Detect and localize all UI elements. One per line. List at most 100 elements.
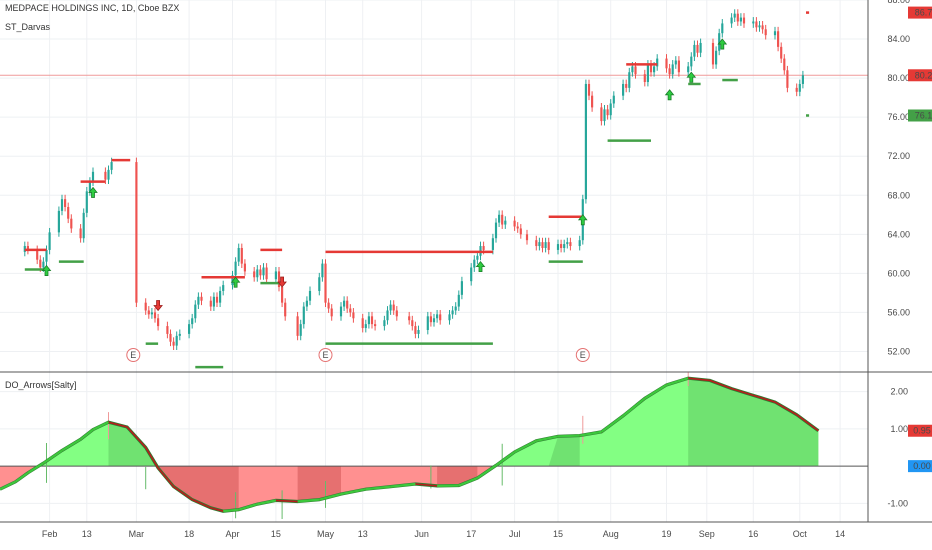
candle-body (612, 95, 615, 104)
candle-body (178, 333, 181, 336)
candle-body (215, 296, 219, 303)
candle-body (110, 162, 113, 170)
candle-body (85, 191, 88, 213)
price-tag (908, 69, 932, 82)
time-tick-label: Oct (793, 529, 808, 539)
time-tick-label: 15 (553, 529, 563, 539)
candle-body (79, 228, 82, 239)
candle-body (451, 310, 454, 315)
candle-body (448, 314, 451, 321)
osc-value-tag (908, 460, 932, 473)
osc-rising-segment (223, 508, 239, 513)
time-tick-label: 18 (184, 529, 194, 539)
candle-body (386, 310, 389, 321)
candle-body (265, 267, 268, 280)
candle-body (231, 275, 234, 286)
candle-body (212, 296, 215, 307)
candle-body (631, 66, 634, 73)
osc-rising-segment (579, 430, 602, 437)
candle-body (541, 242, 544, 248)
osc-rising-segment (536, 435, 559, 442)
earnings-marker-icon (318, 348, 333, 362)
price-tag-label: 86.71 (915, 8, 932, 18)
osc-rising-segment (365, 485, 391, 491)
osc-rising-segment (14, 471, 29, 483)
candle-body (498, 214, 501, 223)
price-tick-label: 88.00 (887, 0, 910, 5)
candle-body (408, 316, 411, 321)
osc-rising-segment (92, 421, 109, 431)
candle-body (547, 242, 550, 250)
candle-body (36, 249, 39, 260)
candle-body (349, 308, 352, 313)
candle-body (752, 21, 755, 24)
candle-body (622, 83, 625, 96)
candle-body (687, 66, 690, 73)
candle-body (780, 46, 783, 59)
candle-body (330, 308, 333, 317)
candle-body (305, 300, 308, 307)
candle-body (240, 247, 243, 264)
candle-body (175, 335, 178, 346)
candle-body (42, 261, 45, 268)
candle-body (643, 74, 646, 83)
candle-body (786, 70, 789, 88)
candle-body (135, 162, 138, 303)
osc-tick-label: 1.00 (890, 424, 908, 434)
candle-body (411, 320, 414, 327)
price-tick-label: 80.00 (887, 73, 910, 83)
candle-body (584, 83, 587, 200)
candle-body (364, 324, 367, 329)
price-tag-label: 76.17 (915, 110, 932, 120)
candle-body (253, 271, 256, 278)
candle-body (392, 304, 395, 311)
candle-body (70, 218, 73, 229)
candle-body (454, 306, 457, 311)
candle-body (566, 242, 569, 245)
buy-arrow-icon (717, 38, 728, 50)
candle-body (733, 13, 736, 18)
osc-rising-segment (622, 397, 646, 417)
candle-body (783, 58, 786, 71)
candle-body (324, 263, 327, 303)
candle-body (591, 95, 594, 108)
candle-body (197, 296, 200, 305)
osc-rising-segment (297, 498, 320, 503)
candle-body (656, 58, 659, 67)
osc-fill-positive (38, 422, 157, 467)
candle-body (188, 324, 191, 334)
candle-body (82, 212, 85, 239)
candle-body (426, 316, 429, 330)
candle-body (200, 296, 203, 301)
candle-body (609, 103, 612, 116)
osc-rising-segment (644, 383, 668, 400)
earnings-marker-label: E (322, 350, 328, 360)
candle-body (696, 44, 699, 53)
oscillator-pane[interactable] (0, 372, 868, 520)
buy-arrow-icon (88, 186, 98, 198)
candle-body (157, 318, 160, 327)
candle-body (563, 244, 566, 248)
osc-rising-segment (495, 451, 516, 467)
candle-body (773, 31, 777, 36)
candle-body (535, 240, 538, 247)
candle-body (91, 171, 95, 182)
candle-body (476, 255, 479, 260)
candle-body (578, 240, 581, 247)
candle-body (150, 312, 153, 315)
candle-body (352, 312, 355, 319)
candle-body (296, 316, 299, 336)
osc-rising-segment (42, 449, 63, 465)
candle-body (516, 226, 519, 229)
time-tick-label: 13 (358, 529, 368, 539)
candle-body (237, 247, 240, 262)
candle-body (544, 242, 547, 248)
price-tick-label: 76.00 (887, 112, 910, 122)
candle-body (715, 50, 718, 65)
candle-body (281, 287, 284, 303)
candle-body (764, 29, 767, 36)
candle-body (361, 318, 364, 329)
candle-body (653, 66, 656, 73)
